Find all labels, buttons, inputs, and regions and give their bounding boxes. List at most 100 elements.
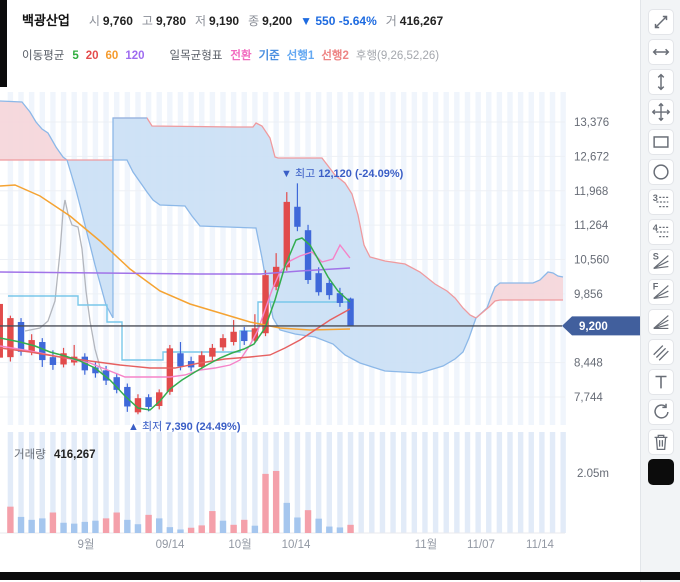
candle xyxy=(113,377,120,390)
horizontal-line-tool[interactable] xyxy=(647,39,674,65)
volume-bar xyxy=(187,527,195,533)
volume-bar xyxy=(241,519,248,533)
candle xyxy=(177,353,184,367)
volume-label: 거래량 xyxy=(14,449,46,461)
svg-text:S: S xyxy=(652,251,658,261)
legend-item: 5 xyxy=(72,50,79,62)
ma-5 xyxy=(0,237,351,411)
quote-label: 종 xyxy=(248,14,260,28)
quote-header: 백광산업 시 9,760 고 9,780 저 9,190 종 9,200 ▼ 550 -5.64… xyxy=(22,10,443,28)
candle xyxy=(92,367,99,374)
candle xyxy=(315,273,322,293)
last-price-badge: 9,200 xyxy=(562,316,644,336)
volume-bar xyxy=(230,524,237,533)
volume-bar xyxy=(347,524,354,533)
indicator-legend: 이동평균 5 20 60 120 일목균형표 전환 기준 선행1 선행2 후행(9,26,52,26… xyxy=(22,47,447,62)
volume-bar xyxy=(294,517,301,533)
time-axis[interactable]: 9월 09/14 10월 10/14 11월 11/07 11/14 xyxy=(78,538,555,551)
text-tool[interactable] xyxy=(647,369,674,395)
move-tool-icon xyxy=(651,102,670,122)
fibonacci-fan-tool[interactable]: F xyxy=(647,279,674,305)
rectangle-tool[interactable] xyxy=(647,129,674,155)
high-price-annotation: ▼ 최고 12,120 (-24.09%) xyxy=(281,165,403,181)
legend-item: 이동평균 xyxy=(22,50,65,62)
volume-bar xyxy=(60,522,67,533)
legend-item: 후행(9,26,52,26) xyxy=(355,50,440,62)
parallel-channel-tool-icon xyxy=(652,345,669,361)
vertical-line-tool[interactable] xyxy=(647,69,674,95)
candle xyxy=(198,355,205,367)
undo-tool[interactable] xyxy=(647,399,674,425)
horizontal-line-tool-icon xyxy=(652,48,669,56)
price-axis[interactable]: 13,376 12,672 11,968 11,264 10,560 9,856 8,448… xyxy=(574,117,609,404)
color-swatch[interactable] xyxy=(647,459,674,485)
price-change: ▼ 550 -5.64% xyxy=(300,14,377,28)
undo-tool-icon xyxy=(653,403,669,419)
volume-bar xyxy=(304,510,312,533)
trendline-tool-icon xyxy=(654,15,667,29)
down-triangle-icon: ▼ xyxy=(281,168,292,180)
svg-text:3: 3 xyxy=(652,193,657,203)
quote-value: 9,780 xyxy=(155,14,186,28)
fibonacci-fan-tool-icon: F xyxy=(652,281,669,300)
volume-bar xyxy=(177,529,184,533)
candle xyxy=(28,340,35,352)
volume-bar xyxy=(28,519,35,533)
stock-chart-canvas[interactable]: 9,200 13,376 12,672 11,968 11,264 10,560 9,856… xyxy=(0,0,645,582)
volume-bar xyxy=(251,525,259,533)
volume-bar xyxy=(39,518,46,533)
candle xyxy=(60,353,67,365)
trendline-tool[interactable] xyxy=(647,9,674,35)
parallel-channel-tool[interactable] xyxy=(647,339,674,365)
vertical-line-tool-icon xyxy=(657,73,664,91)
high-value: 12,120 xyxy=(318,168,352,180)
quote-label: 저 xyxy=(195,14,207,28)
volume-bar xyxy=(326,526,333,533)
volume-bar xyxy=(102,518,110,533)
legend-item: 120 xyxy=(125,50,145,62)
price-tick-label: 13,376 xyxy=(574,117,609,129)
candle xyxy=(156,392,163,406)
quote-value: 9,200 xyxy=(262,14,293,28)
time-tick-label: 11/07 xyxy=(467,539,495,551)
price-tick-label: 11,968 xyxy=(574,186,608,198)
quote-value: 9,760 xyxy=(102,14,133,28)
price-tick-label: 12,672 xyxy=(574,151,609,163)
candle xyxy=(39,342,46,361)
speed-lines-tool[interactable]: S xyxy=(647,249,674,275)
volume-bar xyxy=(49,512,57,533)
ichimoku-cloud-right-pink xyxy=(476,272,563,318)
legend-item: 기준 xyxy=(258,50,280,62)
delete-tool[interactable] xyxy=(647,429,674,455)
candle xyxy=(102,370,110,381)
four-point-line-tool[interactable]: 4 xyxy=(647,219,674,245)
low-percent: (24.49%) xyxy=(195,421,241,433)
volume-bar xyxy=(272,470,280,533)
volume-bar xyxy=(166,527,174,533)
price-tick-label: 11,264 xyxy=(574,220,609,232)
circle-tool[interactable] xyxy=(647,159,674,185)
volume-bar xyxy=(145,514,152,533)
legend-item: 60 xyxy=(105,50,119,62)
ichimoku-cloud xyxy=(0,100,564,374)
candle xyxy=(7,318,14,358)
svg-text:4: 4 xyxy=(652,223,658,233)
candle xyxy=(49,357,57,365)
three-point-line-tool-icon: 3 xyxy=(652,193,668,208)
gann-fan-tool[interactable] xyxy=(647,309,674,335)
high-label: 최고 xyxy=(294,168,316,180)
up-triangle-icon: ▲ xyxy=(128,421,139,433)
quote-label: 고 xyxy=(141,14,153,28)
price-tick-label: 9,856 xyxy=(574,289,603,301)
low-value: 7,390 xyxy=(165,421,193,433)
candle xyxy=(134,398,142,413)
three-point-line-tool[interactable]: 3 xyxy=(647,189,674,215)
volume-bar xyxy=(315,518,322,533)
volume-bar xyxy=(156,518,163,533)
move-tool[interactable] xyxy=(647,99,674,125)
candle xyxy=(262,275,269,334)
candle xyxy=(241,330,248,342)
quote-values: 시 9,760 고 9,780 저 9,190 종 9,200 ▼ 550 -5.64% 거 416… xyxy=(80,12,443,29)
volume-pane-title: 거래량 416,267 xyxy=(14,446,96,462)
candle xyxy=(219,338,227,348)
